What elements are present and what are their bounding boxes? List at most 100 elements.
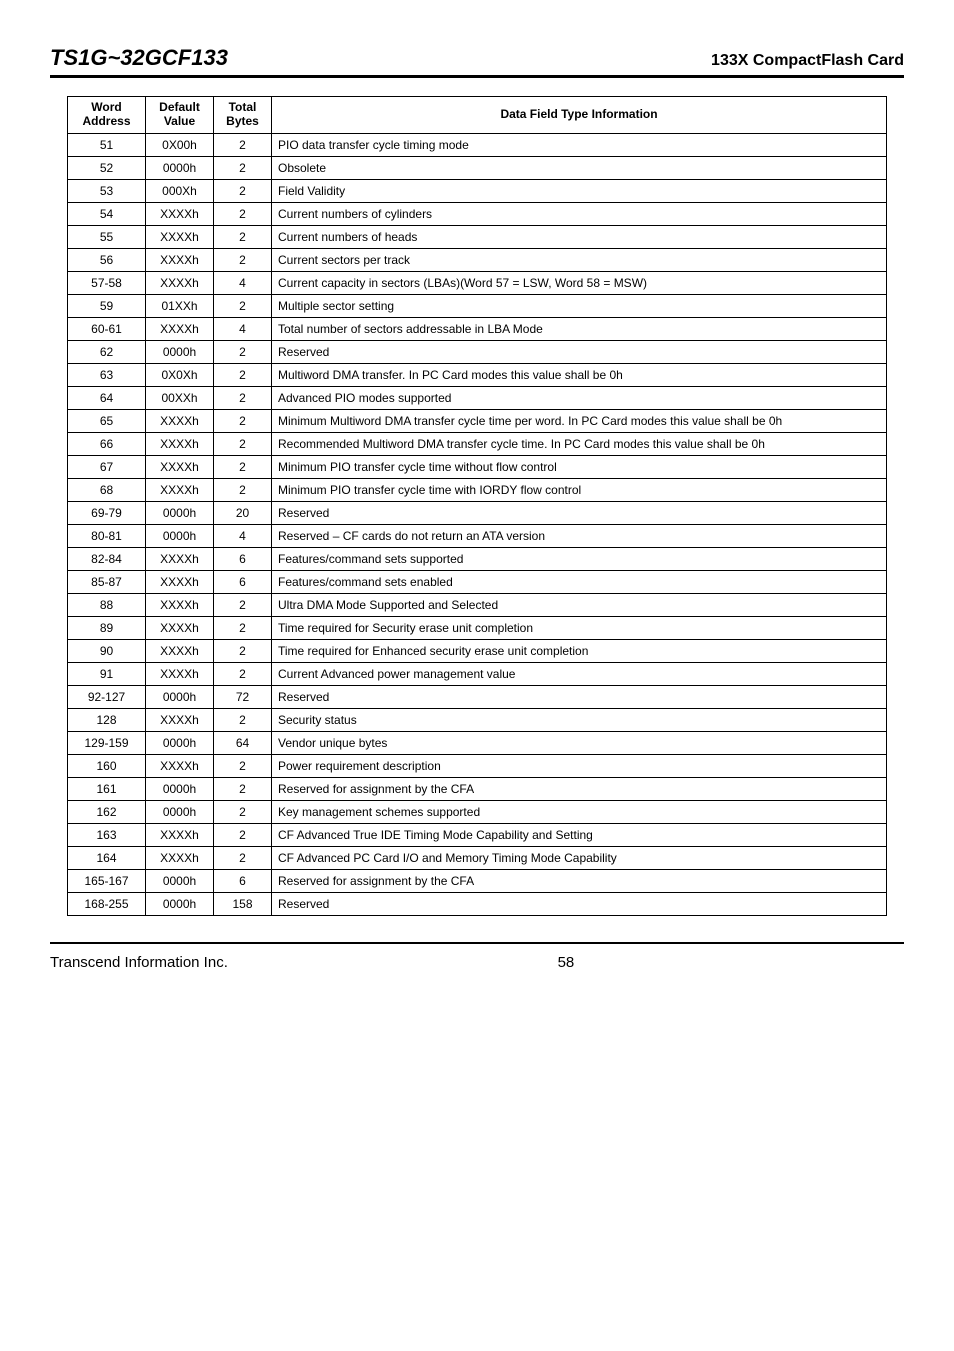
table-row: 66XXXXh2Recommended Multiword DMA transf… xyxy=(68,432,887,455)
cell-info: Current sectors per track xyxy=(272,248,887,271)
table-row: 57-58XXXXh4Current capacity in sectors (… xyxy=(68,271,887,294)
cell-default-value: 0000h xyxy=(146,156,214,179)
table-row: 54XXXXh2Current numbers of cylinders xyxy=(68,202,887,225)
cell-default-value: XXXXh xyxy=(146,547,214,570)
cell-total-bytes: 2 xyxy=(214,363,272,386)
table-row: 60-61XXXXh4Total number of sectors addre… xyxy=(68,317,887,340)
cell-default-value: XXXXh xyxy=(146,708,214,731)
cell-word-address: 168-255 xyxy=(68,892,146,915)
cell-info: Multiword DMA transfer. In PC Card modes… xyxy=(272,363,887,386)
col-header-total-l1: Total xyxy=(229,100,257,114)
table-row: 163XXXXh2CF Advanced True IDE Timing Mod… xyxy=(68,823,887,846)
table-row: 1620000h2Key management schemes supporte… xyxy=(68,800,887,823)
table-row: 89XXXXh2Time required for Security erase… xyxy=(68,616,887,639)
cell-default-value: XXXXh xyxy=(146,754,214,777)
cell-total-bytes: 2 xyxy=(214,777,272,800)
table-row: 68XXXXh2Minimum PIO transfer cycle time … xyxy=(68,478,887,501)
cell-total-bytes: 2 xyxy=(214,754,272,777)
cell-total-bytes: 2 xyxy=(214,823,272,846)
table-header-row: Word Address Default Value Total Bytes D… xyxy=(68,97,887,134)
footer-page-number: 58 xyxy=(228,954,904,971)
cell-info: Time required for Security erase unit co… xyxy=(272,616,887,639)
col-header-word-address-l1: Word xyxy=(91,100,121,114)
table-row: 55XXXXh2Current numbers of heads xyxy=(68,225,887,248)
cell-word-address: 165-167 xyxy=(68,869,146,892)
cell-info: Total number of sectors addressable in L… xyxy=(272,317,887,340)
cell-info: Field Validity xyxy=(272,179,887,202)
footer-company: Transcend Information Inc. xyxy=(50,954,228,971)
cell-total-bytes: 2 xyxy=(214,432,272,455)
table-row: 69-790000h20Reserved xyxy=(68,501,887,524)
cell-word-address: 62 xyxy=(68,340,146,363)
cell-info: CF Advanced True IDE Timing Mode Capabil… xyxy=(272,823,887,846)
cell-default-value: XXXXh xyxy=(146,593,214,616)
cell-default-value: 000Xh xyxy=(146,179,214,202)
col-header-word-address-l2: Address xyxy=(82,114,130,128)
cell-info: Current Advanced power management value xyxy=(272,662,887,685)
cell-word-address: 164 xyxy=(68,846,146,869)
table-row: 85-87XXXXh6Features/command sets enabled xyxy=(68,570,887,593)
cell-default-value: 0000h xyxy=(146,524,214,547)
cell-info: Power requirement description xyxy=(272,754,887,777)
table-row: 56XXXXh2Current sectors per track xyxy=(68,248,887,271)
cell-info: PIO data transfer cycle timing mode xyxy=(272,133,887,156)
table-row: 128XXXXh2Security status xyxy=(68,708,887,731)
cell-default-value: 00XXh xyxy=(146,386,214,409)
table-row: 65XXXXh2Minimum Multiword DMA transfer c… xyxy=(68,409,887,432)
cell-word-address: 68 xyxy=(68,478,146,501)
cell-word-address: 59 xyxy=(68,294,146,317)
cell-word-address: 53 xyxy=(68,179,146,202)
cell-info: Reserved xyxy=(272,501,887,524)
col-header-default-l1: Default xyxy=(159,100,200,114)
cell-default-value: 01XXh xyxy=(146,294,214,317)
header-rule xyxy=(50,75,904,78)
table-row: 510X00h2PIO data transfer cycle timing m… xyxy=(68,133,887,156)
table-row: 630X0Xh2Multiword DMA transfer. In PC Ca… xyxy=(68,363,887,386)
cell-word-address: 88 xyxy=(68,593,146,616)
cell-default-value: 0X00h xyxy=(146,133,214,156)
cell-info: Reserved xyxy=(272,685,887,708)
cell-total-bytes: 2 xyxy=(214,340,272,363)
cell-total-bytes: 4 xyxy=(214,271,272,294)
table-row: 160XXXXh2Power requirement description xyxy=(68,754,887,777)
cell-total-bytes: 2 xyxy=(214,455,272,478)
col-header-total-l2: Bytes xyxy=(226,114,259,128)
cell-default-value: 0000h xyxy=(146,685,214,708)
table-row: 520000h2Obsolete xyxy=(68,156,887,179)
cell-default-value: 0000h xyxy=(146,777,214,800)
cell-total-bytes: 158 xyxy=(214,892,272,915)
table-row: 53000Xh2Field Validity xyxy=(68,179,887,202)
col-header-default-value: Default Value xyxy=(146,97,214,134)
cell-info: Reserved for assignment by the CFA xyxy=(272,869,887,892)
cell-default-value: XXXXh xyxy=(146,662,214,685)
cell-info: CF Advanced PC Card I/O and Memory Timin… xyxy=(272,846,887,869)
table-body: 510X00h2PIO data transfer cycle timing m… xyxy=(68,133,887,915)
cell-info: Current numbers of heads xyxy=(272,225,887,248)
cell-word-address: 91 xyxy=(68,662,146,685)
table-row: 67XXXXh2Minimum PIO transfer cycle time … xyxy=(68,455,887,478)
table-row: 91XXXXh2Current Advanced power managemen… xyxy=(68,662,887,685)
cell-info: Multiple sector setting xyxy=(272,294,887,317)
cell-info: Key management schemes supported xyxy=(272,800,887,823)
cell-word-address: 128 xyxy=(68,708,146,731)
table-row: 6400XXh2Advanced PIO modes supported xyxy=(68,386,887,409)
cell-default-value: XXXXh xyxy=(146,317,214,340)
cell-info: Recommended Multiword DMA transfer cycle… xyxy=(272,432,887,455)
cell-word-address: 63 xyxy=(68,363,146,386)
cell-word-address: 80-81 xyxy=(68,524,146,547)
cell-default-value: 0000h xyxy=(146,869,214,892)
cell-word-address: 60-61 xyxy=(68,317,146,340)
cell-total-bytes: 6 xyxy=(214,869,272,892)
cell-total-bytes: 2 xyxy=(214,294,272,317)
cell-default-value: XXXXh xyxy=(146,202,214,225)
cell-total-bytes: 2 xyxy=(214,800,272,823)
cell-word-address: 82-84 xyxy=(68,547,146,570)
cell-word-address: 161 xyxy=(68,777,146,800)
cell-info: Obsolete xyxy=(272,156,887,179)
cell-total-bytes: 2 xyxy=(214,202,272,225)
table-row: 88XXXXh2Ultra DMA Mode Supported and Sel… xyxy=(68,593,887,616)
cell-info: Security status xyxy=(272,708,887,731)
cell-word-address: 54 xyxy=(68,202,146,225)
cell-total-bytes: 2 xyxy=(214,409,272,432)
cell-default-value: XXXXh xyxy=(146,570,214,593)
